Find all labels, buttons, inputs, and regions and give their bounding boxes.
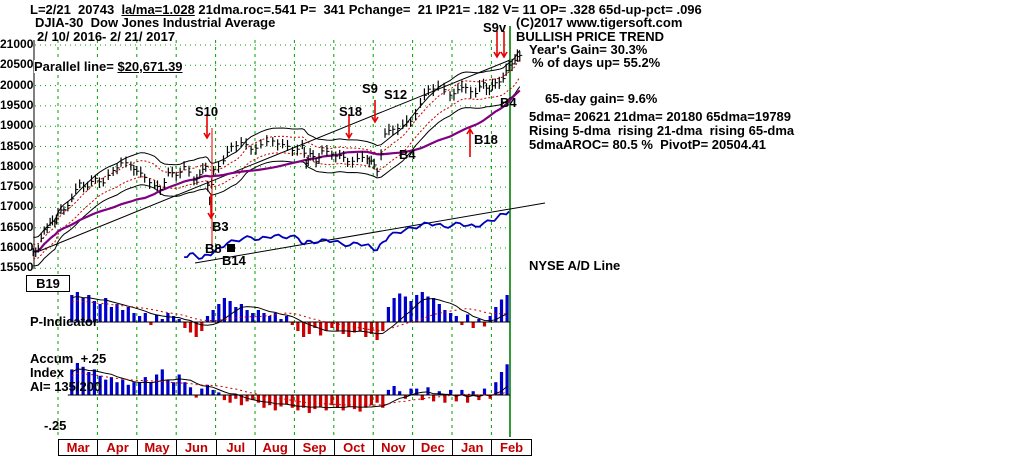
dma-rising: Rising 5-dma rising 21-dma rising 65-dma — [529, 123, 795, 138]
accum-neg-label: -.25 — [44, 418, 67, 433]
trend-status: BULLISH PRICE TREND — [516, 29, 665, 44]
copyright-label: (C)2017 www.tigersoft.com — [516, 15, 683, 30]
signal-label-b4: B4 — [500, 95, 517, 110]
symbol-title: DJIA-30 Dow Jones Industrial Average — [35, 15, 276, 30]
month-label: May — [136, 439, 178, 456]
status-right: 21dma.roc=.541 P= 341 Pchange= 21 IP21= … — [194, 2, 702, 17]
month-label: Jan — [452, 439, 493, 456]
days-up-pct: % of days up= 55.2% — [532, 55, 661, 70]
p-indicator-label: P-Indicator — [30, 314, 98, 329]
signal-label-s18: S18 — [339, 104, 363, 119]
price-axis-tick: 18500 — [0, 138, 34, 153]
price-axis-tick: 16500 — [0, 219, 34, 234]
month-label: Jun — [176, 439, 217, 456]
month-label: Dec — [412, 439, 453, 456]
accum-label-2: Index — [30, 365, 64, 380]
month-label: Mar — [58, 439, 99, 456]
signal-label-b3: B3 — [212, 219, 229, 234]
price-axis-tick: 17500 — [0, 179, 34, 194]
price-axis-tick: 16000 — [0, 240, 34, 254]
signal-label-b4: B4 — [399, 147, 416, 162]
price-axis-tick: 19500 — [0, 97, 34, 112]
month-label: Oct — [333, 439, 375, 456]
signal-label-s9: S9 — [362, 81, 378, 96]
month-label: Sep — [294, 439, 335, 456]
accum-label-3: AI= 135/200 — [30, 379, 102, 394]
parallel-value: $20,671.39 — [117, 59, 183, 74]
price-axis-tick: 20500 — [0, 57, 34, 72]
signal-label-b14: B14 — [222, 253, 246, 268]
status-left: L=2/21 20743 — [30, 2, 122, 17]
status-lama: la/ma=1.028 — [121, 2, 195, 17]
price-axis-tick: 20000 — [0, 77, 34, 92]
signal-label-b18: B18 — [474, 132, 498, 147]
signal-label-s10: S10 — [195, 104, 219, 119]
month-label: Feb — [491, 439, 532, 456]
aroc-pivot: 5dmaAROC= 80.5 % PivotP= 20504.41 — [529, 137, 767, 152]
signal-label-b8: B8 — [205, 241, 222, 256]
month-label: Apr — [97, 439, 138, 456]
nyse-ad-label: NYSE A/D Line — [529, 258, 621, 273]
price-axis-tick: 21000 — [0, 37, 34, 51]
b19-signal-badge: B19 — [26, 275, 70, 292]
price-axis-tick: 19000 — [0, 118, 34, 133]
month-label: Nov — [373, 439, 414, 456]
date-range: 2/ 10/ 2016- 2/ 21/ 2017 — [37, 29, 176, 44]
signal-label-s12: S12 — [384, 87, 408, 102]
dma-values: 5dma= 20621 21dma= 20180 65dma=19789 — [529, 109, 792, 124]
price-axis-tick: 18000 — [0, 158, 34, 173]
signal-label-s9v: S9v — [483, 20, 507, 35]
parallel-prefix: Parallel line= — [34, 59, 118, 74]
accum-label-1: Accum +.25 — [30, 351, 107, 366]
price-axis-tick: 17000 — [0, 199, 34, 214]
month-label: Jul — [215, 439, 256, 456]
status-line: L=2/21 20743 la/ma=1.028 21dma.roc=.541 … — [30, 3, 702, 16]
years-gain: Year's Gain= 30.3% — [529, 42, 648, 57]
parallel-line-label: Parallel line= $20,671.39 — [34, 60, 183, 73]
month-label: Aug — [255, 439, 296, 456]
price-axis-tick: 15500 — [0, 260, 34, 275]
gain-65day: 65-day gain= 9.6% — [545, 91, 658, 106]
